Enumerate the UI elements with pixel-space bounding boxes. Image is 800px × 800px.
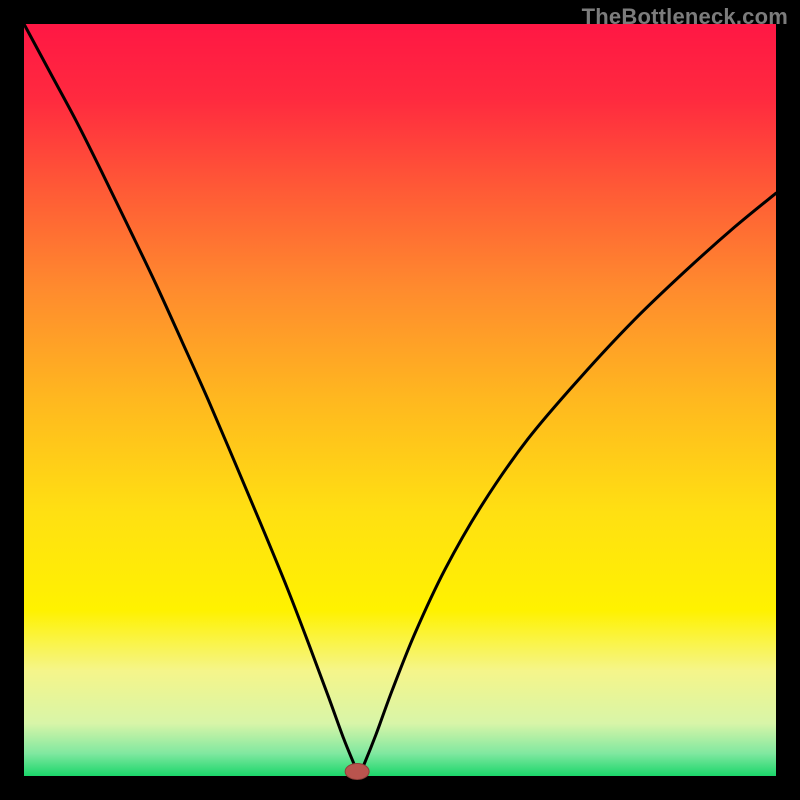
minimum-marker	[345, 763, 369, 779]
chart-svg	[0, 0, 800, 800]
watermark-text: TheBottleneck.com	[582, 4, 788, 30]
plot-background	[24, 24, 776, 776]
bottleneck-chart: TheBottleneck.com	[0, 0, 800, 800]
